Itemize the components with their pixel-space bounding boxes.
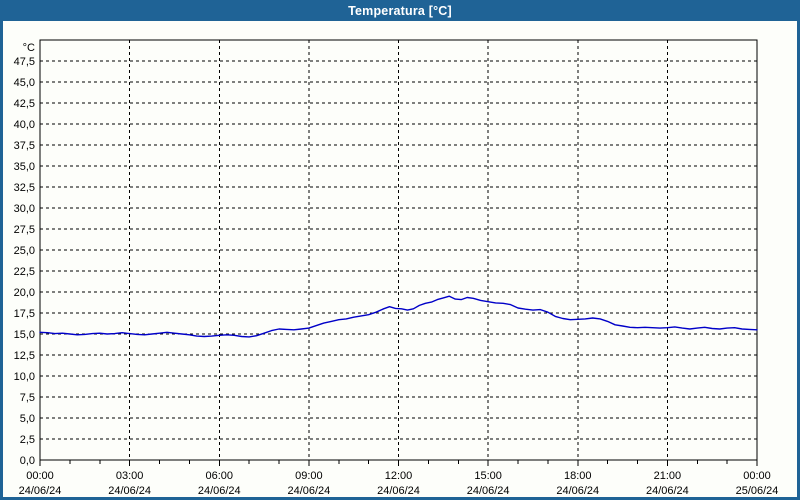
x-tick-date-label: 24/06/24 bbox=[198, 485, 241, 497]
y-tick-label: 22,5 bbox=[14, 266, 35, 278]
x-tick-time-label: 12:00 bbox=[385, 470, 413, 482]
x-tick-date-label: 24/06/24 bbox=[646, 485, 689, 497]
x-tick-time-label: 06:00 bbox=[205, 470, 233, 482]
y-tick-label: 10,0 bbox=[14, 371, 35, 383]
y-tick-label: 15,0 bbox=[14, 329, 35, 341]
y-tick-label: 47,5 bbox=[14, 56, 35, 68]
y-tick-label: 2,5 bbox=[20, 434, 35, 446]
x-tick-time-label: 21:00 bbox=[654, 470, 682, 482]
y-tick-label: 7,5 bbox=[20, 392, 35, 404]
x-tick-time-label: 15:00 bbox=[474, 470, 502, 482]
x-tick-date-label: 24/06/24 bbox=[108, 485, 151, 497]
x-tick-date-label: 25/06/24 bbox=[736, 485, 779, 497]
x-tick-time-label: 00:00 bbox=[26, 470, 54, 482]
y-axis-unit-label: °C bbox=[23, 42, 35, 54]
y-tick-label: 40,0 bbox=[14, 119, 35, 131]
x-tick-date-label: 24/06/24 bbox=[467, 485, 510, 497]
y-tick-label: 32,5 bbox=[14, 182, 35, 194]
x-tick-time-label: 18:00 bbox=[564, 470, 592, 482]
temperature-series-line bbox=[39, 295, 758, 338]
y-tick-label: 25,0 bbox=[14, 245, 35, 257]
x-tick-time-label: 00:00 bbox=[743, 470, 771, 482]
x-tick-time-label: 03:00 bbox=[116, 470, 144, 482]
y-tick-label: 27,5 bbox=[14, 224, 35, 236]
x-tick-date-label: 24/06/24 bbox=[556, 485, 599, 497]
x-tick-date-label: 24/06/24 bbox=[19, 485, 62, 497]
y-tick-label: 20,0 bbox=[14, 287, 35, 299]
x-tick-date-label: 24/06/24 bbox=[287, 485, 330, 497]
y-tick-label: 12,5 bbox=[14, 350, 35, 362]
y-tick-label: 35,0 bbox=[14, 161, 35, 173]
y-tick-label: 5,0 bbox=[20, 413, 35, 425]
window-title: Temperatura [°C] bbox=[348, 3, 452, 18]
y-tick-label: 0,0 bbox=[20, 455, 35, 467]
y-tick-label: 42,5 bbox=[14, 98, 35, 110]
y-tick-label: 37,5 bbox=[14, 140, 35, 152]
x-tick-time-label: 09:00 bbox=[295, 470, 323, 482]
x-tick-date-label: 24/06/24 bbox=[377, 485, 420, 497]
y-tick-label: 45,0 bbox=[14, 77, 35, 89]
y-tick-label: 30,0 bbox=[14, 203, 35, 215]
window-titlebar: Temperatura [°C] bbox=[0, 0, 800, 21]
y-tick-label: 17,5 bbox=[14, 308, 35, 320]
